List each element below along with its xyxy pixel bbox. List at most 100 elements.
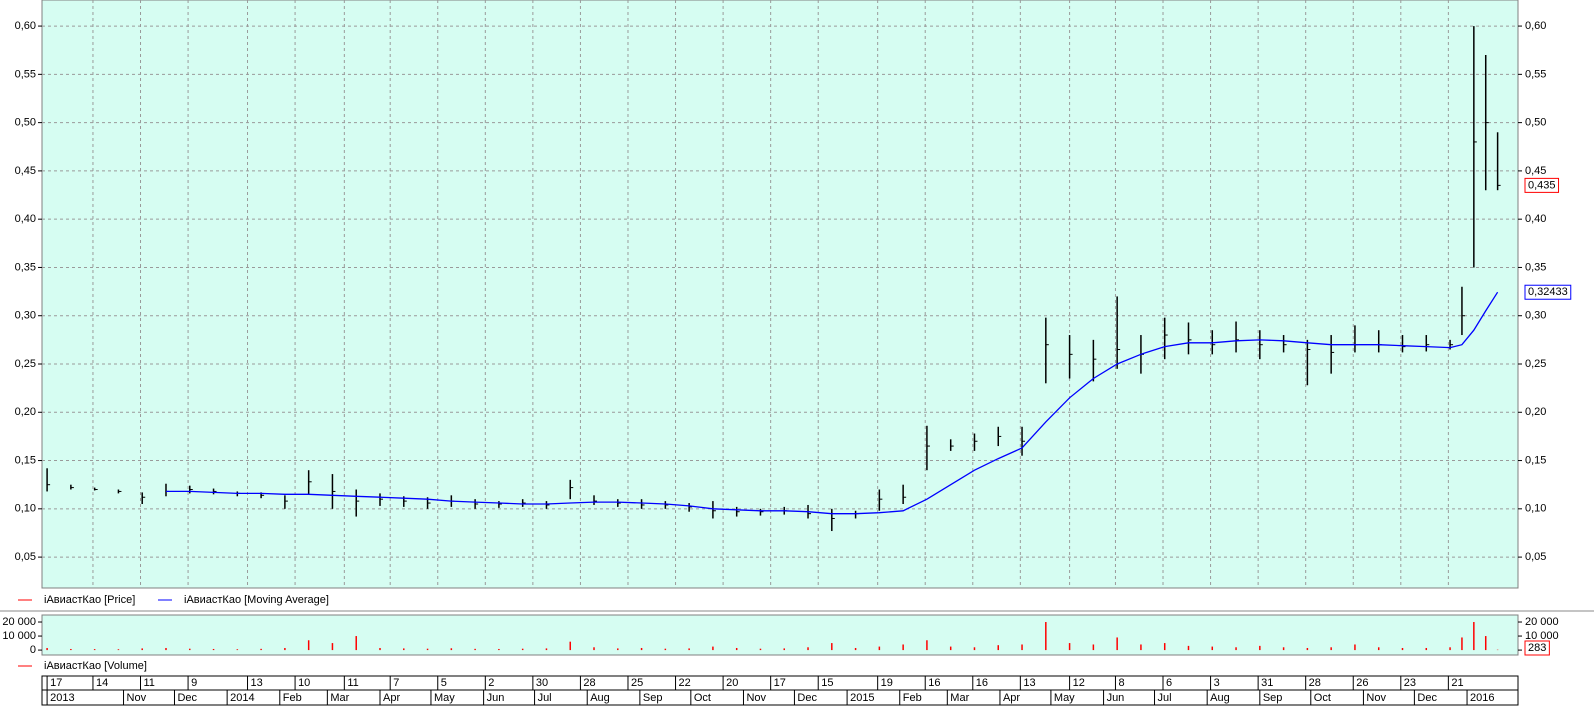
last-value-label: 0,32433 <box>1524 284 1572 300</box>
x-tick-label: 6 <box>1166 677 1172 689</box>
x-tick-label: 28 <box>1309 677 1321 689</box>
x-tick-label: 3 <box>1214 677 1220 689</box>
y-tick-label: 0,45 <box>1525 165 1546 177</box>
x-tick-label: 20 <box>726 677 738 689</box>
legend-strip <box>0 589 1594 612</box>
last-value-label: 0,435 <box>1524 177 1560 193</box>
x-tick-label: 25 <box>631 677 643 689</box>
last-value-text: 0,435 <box>1528 179 1556 191</box>
x-tick-label: 30 <box>536 677 548 689</box>
y-tick-label: 0,15 <box>15 454 36 466</box>
x-tick-label: 23 <box>1404 677 1416 689</box>
y-tick-label: 0,50 <box>1525 117 1546 129</box>
x-tick-label: 11 <box>144 677 155 689</box>
legend-label: iАвиастКао [Moving Average] <box>184 594 329 606</box>
last-value-label: 283 <box>1524 640 1550 656</box>
x-tick-label: Aug <box>590 692 610 704</box>
last-value-box <box>1524 284 1572 300</box>
y-tick-label: 0,60 <box>15 20 36 32</box>
x-tick-label: 17 <box>50 677 62 689</box>
x-tick-label: Mar <box>330 692 349 704</box>
last-value-text: 283 <box>1528 642 1546 654</box>
last-value-text: 0,32433 <box>1528 286 1568 298</box>
x-tick-label: 14 <box>96 677 108 689</box>
y-tick-label: 0,35 <box>1525 261 1546 273</box>
x-tick-label: Apr <box>383 692 400 704</box>
legend-label: iАвиастКао [Price] <box>44 594 135 606</box>
x-tick-label: Jun <box>487 692 505 704</box>
y-tick-label: 0,05 <box>1525 551 1546 563</box>
x-tick-label: 15 <box>821 677 833 689</box>
x-tick-label: 7 <box>393 677 399 689</box>
y-tick-label: 0,60 <box>1525 20 1546 32</box>
x-tick-label: 2016 <box>1470 692 1494 704</box>
x-tick-label: 5 <box>441 677 447 689</box>
legend-label: iАвиастКао [Volume] <box>44 660 147 672</box>
last-value-box <box>1524 640 1550 656</box>
y-tick-label: 20 000 <box>1525 616 1559 628</box>
last-value-box <box>1524 177 1560 193</box>
x-tick-label: 8 <box>1118 677 1124 689</box>
x-tick-label: 22 <box>679 677 691 689</box>
x-tick-label: 2015 <box>850 692 874 704</box>
x-tick-label: 26 <box>1356 677 1368 689</box>
x-tick-label: Mar <box>950 692 969 704</box>
y-tick-label: 0,35 <box>15 261 36 273</box>
plot-area <box>41 614 1519 656</box>
y-tick-label: 0,10 <box>1525 503 1546 515</box>
x-tick-label: Nov <box>1366 692 1386 704</box>
x-tick-label: 17 <box>774 677 786 689</box>
x-tick-label: 10 <box>298 677 310 689</box>
x-tick-label: 11 <box>347 677 358 689</box>
x-tick-label: 2014 <box>230 692 254 704</box>
x-tick-label: Sep <box>643 692 663 704</box>
y-tick-label: 0,55 <box>15 68 36 80</box>
x-tick-label: Apr <box>1003 692 1020 704</box>
y-tick-label: 20 000 <box>2 616 36 628</box>
x-tick-label: Dec <box>797 692 817 704</box>
x-tick-label: 2013 <box>50 692 74 704</box>
x-tick-label: Jul <box>538 692 552 704</box>
x-tick-label: Dec <box>177 692 197 704</box>
y-tick-label: 0,50 <box>15 117 36 129</box>
x-tick-label: 13 <box>1023 677 1035 689</box>
x-tick-label: 16 <box>976 677 988 689</box>
plot-area <box>41 0 1519 589</box>
x-tick-label: 13 <box>251 677 263 689</box>
y-tick-label: 0,15 <box>1525 454 1546 466</box>
x-tick-label: Nov <box>127 692 147 704</box>
x-tick-label: May <box>1054 692 1075 704</box>
y-tick-label: 0,30 <box>1525 310 1546 322</box>
x-tick-label: Nov <box>746 692 766 704</box>
x-tick-label: 2 <box>488 677 494 689</box>
x-tick-label: May <box>434 692 455 704</box>
y-tick-label: 0,25 <box>1525 358 1546 370</box>
x-tick-label: Oct <box>694 692 711 704</box>
y-tick-label: 0,55 <box>1525 68 1546 80</box>
x-tick-label: Sep <box>1263 692 1283 704</box>
y-tick-label: 0,20 <box>1525 406 1546 418</box>
y-tick-label: 10 000 <box>2 630 36 642</box>
x-tick-label: Jun <box>1107 692 1125 704</box>
x-tick-label: Feb <box>903 692 922 704</box>
x-tick-label: 21 <box>1451 677 1463 689</box>
y-tick-label: 0,40 <box>15 213 36 225</box>
x-tick-label: 19 <box>881 677 893 689</box>
x-tick-label: 31 <box>1261 677 1273 689</box>
x-tick-label: 16 <box>928 677 940 689</box>
moving-average-line <box>166 291 1499 515</box>
y-tick-label: 0,10 <box>15 503 36 515</box>
y-tick-label: 0,20 <box>15 406 36 418</box>
y-tick-label: 0 <box>30 644 36 656</box>
x-tick-label: Feb <box>283 692 302 704</box>
x-tick-label: 12 <box>1073 677 1085 689</box>
y-tick-label: 0,05 <box>15 551 36 563</box>
x-tick-label: 28 <box>583 677 595 689</box>
y-tick-label: 0,25 <box>15 358 36 370</box>
y-tick-label: 10 000 <box>1525 630 1559 642</box>
y-tick-label: 0,30 <box>15 310 36 322</box>
x-tick-label: 9 <box>191 677 197 689</box>
y-tick-label: 0,45 <box>15 165 36 177</box>
x-tick-label: Oct <box>1314 692 1331 704</box>
